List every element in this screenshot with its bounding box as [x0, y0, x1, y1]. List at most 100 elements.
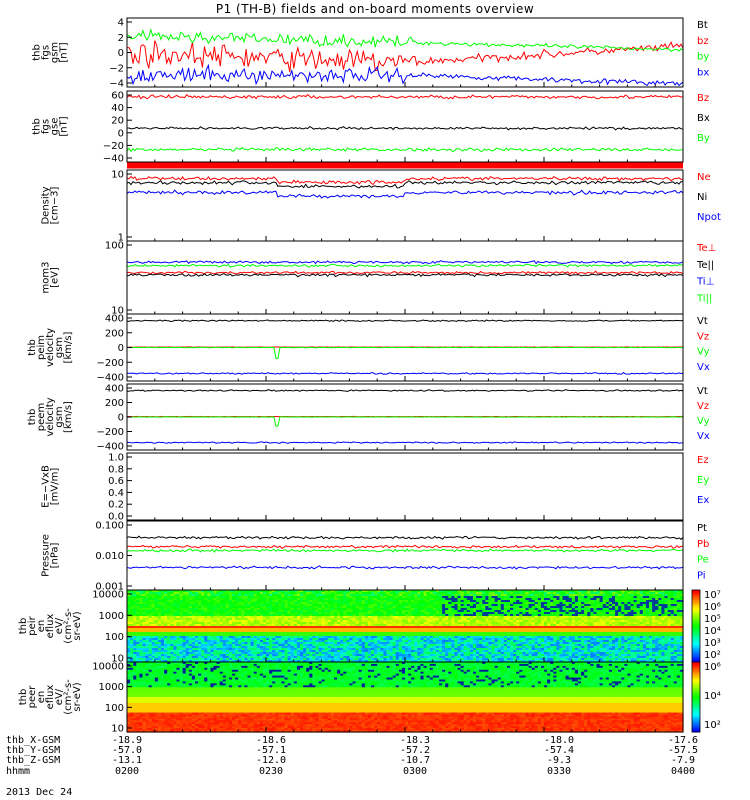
heatmap-cell [284, 618, 289, 621]
heatmap-cell [574, 610, 579, 613]
heatmap-cell [253, 622, 258, 625]
heatmap-cell [676, 622, 681, 625]
heatmap-cell [581, 602, 585, 605]
heatmap-cell [636, 608, 641, 611]
heatmap-cell [256, 614, 261, 617]
heatmap-cell [296, 608, 301, 611]
heatmap-cell [525, 596, 530, 599]
heatmap-cell [293, 602, 298, 605]
heatmap-cell [364, 604, 369, 607]
heatmap-cell [500, 618, 505, 621]
heatmap-cell [584, 592, 588, 595]
heatmap-cell [337, 600, 341, 603]
heatmap-cell [605, 602, 610, 605]
heatmap-cell [337, 606, 341, 609]
heatmap-cell [256, 620, 261, 623]
heatmap-cell [315, 594, 320, 597]
heatmap-cell [299, 594, 304, 597]
heatmap-cell [435, 614, 440, 617]
heatmap-cell [531, 608, 536, 611]
heatmap-cell [389, 610, 394, 613]
heatmap-cell [522, 608, 527, 611]
heatmap-cell [148, 590, 153, 593]
heatmap-cell [649, 608, 653, 611]
ytick-label: 0.010 [95, 551, 124, 562]
heatmap-cell [309, 614, 313, 617]
heatmap-cell [608, 610, 613, 613]
heatmap-cell [556, 620, 561, 623]
heatmap-cell [259, 612, 264, 615]
heatmap-cell [414, 620, 418, 623]
heatmap-cell [219, 620, 224, 623]
heatmap-cell [676, 620, 681, 623]
heatmap-cell [340, 620, 344, 623]
heatmap-cell [318, 598, 323, 601]
heatmap-cell [349, 600, 354, 603]
heatmap-cell [296, 598, 301, 601]
heatmap-cell [151, 608, 156, 611]
heatmap-cell [207, 612, 211, 615]
heatmap-cell [602, 598, 607, 601]
heatmap-cell [497, 606, 502, 609]
heatmap-cell [185, 592, 190, 595]
heatmap-cell [306, 616, 310, 619]
legend-By: By [697, 133, 710, 144]
heatmap-cell [262, 624, 267, 627]
heatmap-cell [618, 600, 622, 603]
heatmap-cell [411, 618, 415, 621]
heatmap-cell [284, 592, 289, 595]
heatmap-cell [386, 620, 391, 623]
heatmap-cell [371, 620, 375, 623]
ylabel: Pressure[nPa] [41, 534, 61, 577]
heatmap-cell [466, 622, 471, 625]
heatmap-cell [590, 616, 595, 619]
heatmap-cell [272, 600, 276, 603]
heatmap-cell [414, 618, 418, 621]
heatmap-cell [293, 614, 298, 617]
heatmap-cell [655, 604, 659, 607]
heatmap-cell [235, 616, 239, 619]
heatmap-cell [207, 620, 211, 623]
heatmap-cell [142, 592, 147, 595]
heatmap-cell [278, 620, 283, 623]
heatmap-cell [377, 616, 381, 619]
heatmap-cell [343, 612, 347, 615]
heatmap-cell [540, 600, 545, 603]
heatmap-cell [547, 594, 551, 597]
heatmap-cell [476, 590, 480, 593]
heatmap-cell [445, 600, 449, 603]
heatmap-cell [377, 598, 381, 601]
heatmap-cell [293, 600, 298, 603]
heatmap-cell [275, 616, 279, 619]
heatmap-cell [380, 596, 384, 599]
heatmap-cell [343, 596, 347, 599]
heatmap-cell [497, 616, 502, 619]
heatmap-cell [519, 594, 523, 597]
heatmap-cell [553, 596, 557, 599]
heatmap-cell [315, 592, 320, 595]
heatmap-cell [173, 596, 178, 599]
heatmap-cell [463, 598, 468, 601]
heatmap-cell [315, 614, 320, 617]
heatmap-cell [216, 620, 221, 623]
heatmap-cell [395, 610, 400, 613]
heatmap-cell [510, 594, 514, 597]
heatmap-cell [179, 618, 184, 621]
heatmap-cell [528, 612, 533, 615]
heatmap-cell [639, 616, 644, 619]
heatmap-cell [324, 590, 329, 593]
heatmap-cell [423, 608, 428, 611]
heatmap-cell [287, 622, 292, 625]
heatmap-cell [519, 616, 523, 619]
heatmap-cell [278, 614, 283, 617]
heatmap-cell [497, 598, 502, 601]
heatmap-cell [259, 622, 264, 625]
heatmap-cell [451, 604, 456, 607]
heatmap-cell [537, 604, 542, 607]
heatmap-cell [476, 618, 480, 621]
heatmap-cell [593, 612, 598, 615]
heatmap-cell [389, 614, 394, 617]
heatmap-cell [235, 604, 239, 607]
heatmap-cell [148, 614, 153, 617]
heatmap-cell [157, 604, 162, 607]
